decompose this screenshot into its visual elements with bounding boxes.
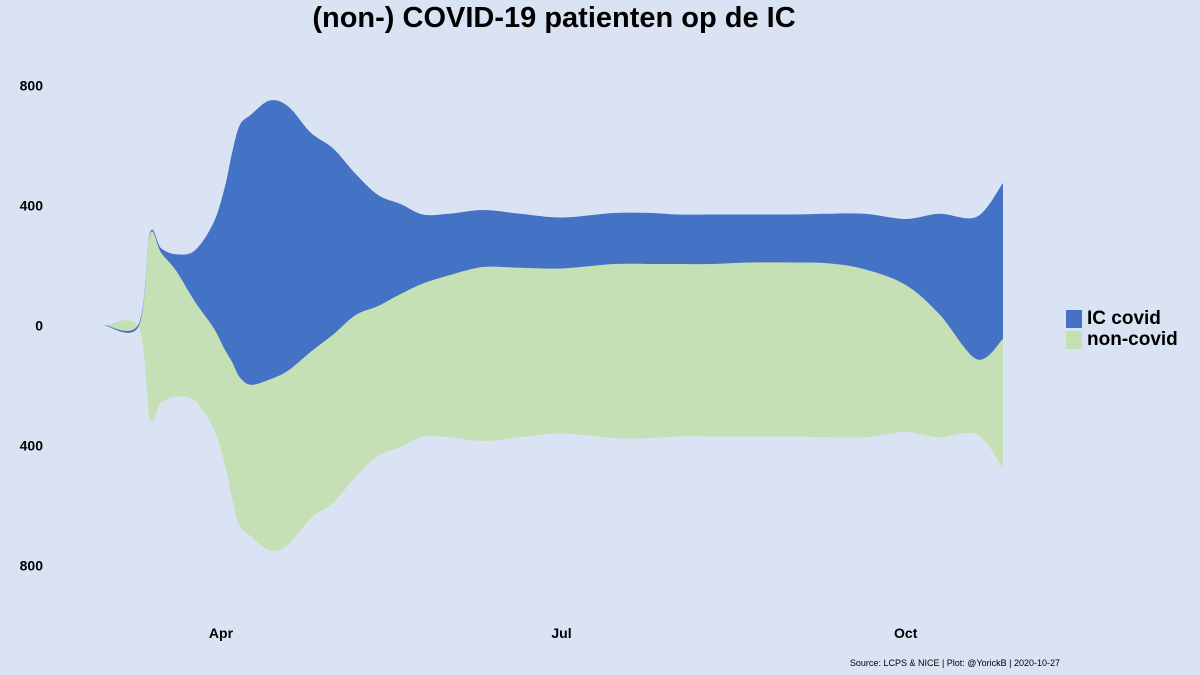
chart-title: (non-) COVID-19 patienten op de IC (312, 2, 796, 34)
legend-item-ic-covid: IC covid (1066, 308, 1178, 329)
chart-legend: IC covid non-covid (1066, 308, 1178, 350)
x-axis-ticks: Apr Jul Oct (209, 625, 918, 641)
y-tick-400-bottom: 400 (20, 438, 44, 454)
area-ic-covid (105, 100, 1003, 385)
chart-areas (105, 100, 1003, 551)
x-tick-apr: Apr (209, 625, 234, 641)
y-tick-400-top: 400 (20, 198, 44, 214)
legend-item-non-covid: non-covid (1066, 329, 1178, 350)
x-tick-oct: Oct (894, 625, 918, 641)
legend-swatch-ic-covid (1066, 309, 1082, 328)
legend-swatch-non-covid (1066, 330, 1082, 349)
legend-label-ic-covid: IC covid (1087, 307, 1161, 329)
y-tick-0: 0 (35, 318, 43, 334)
source-caption: Source: LCPS & NICE | Plot: @YorickB | 2… (849, 658, 1060, 668)
y-axis-ticks: 800 400 0 400 800 (20, 78, 44, 574)
y-tick-800-bottom: 800 (20, 558, 44, 574)
y-tick-800-top: 800 (20, 78, 44, 94)
x-tick-jul: Jul (551, 625, 571, 641)
legend-label-non-covid: non-covid (1087, 328, 1178, 350)
area-non-covid (105, 231, 1003, 551)
